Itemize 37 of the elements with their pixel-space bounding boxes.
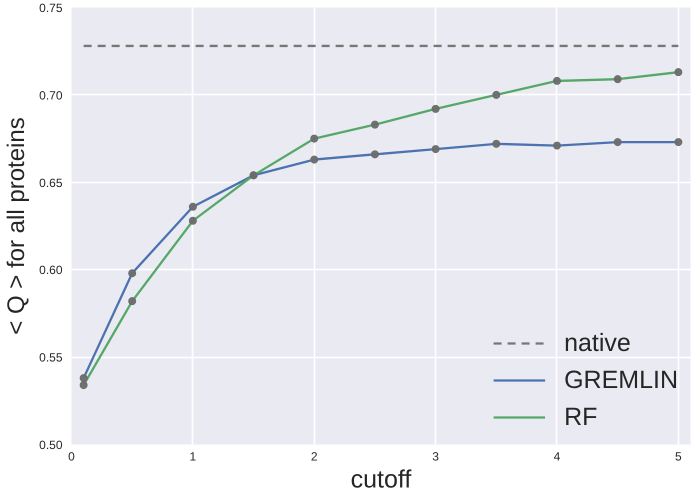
point (370, 120, 379, 129)
point (310, 156, 318, 164)
point (614, 75, 622, 84)
point (80, 374, 88, 382)
legend-label: native (564, 328, 631, 358)
point (552, 142, 561, 150)
x-tick-label: 1 (190, 450, 197, 464)
point (492, 90, 500, 99)
point (614, 138, 622, 146)
point (80, 381, 88, 390)
x-tick-label: 5 (675, 450, 682, 464)
y-tick-label: 0.70 (39, 88, 63, 102)
x-axis-title: cutoff (350, 466, 412, 494)
y-axis-title: < Q > for all proteins (3, 117, 30, 335)
legend-label: RF (564, 402, 598, 432)
point (492, 140, 500, 148)
point (188, 216, 197, 225)
x-tick-label: 3 (432, 450, 440, 464)
point (432, 104, 440, 113)
y-tick-label: 0.55 (39, 350, 63, 365)
y-tick-label: 0.65 (39, 176, 63, 190)
y-tick-label: 0.60 (39, 263, 63, 278)
point (432, 145, 440, 154)
point (674, 68, 682, 76)
point (128, 297, 136, 306)
point (310, 134, 318, 143)
point (674, 138, 682, 146)
point (552, 76, 561, 85)
x-tick-label: 0 (68, 450, 76, 464)
point (370, 150, 379, 158)
y-tick-label: 0.75 (39, 1, 63, 15)
x-tick-label: 4 (554, 450, 561, 464)
point (188, 202, 197, 211)
legend-label: GREMLIN (564, 365, 678, 395)
point (128, 269, 136, 278)
y-tick-label: 0.50 (39, 438, 63, 452)
x-tick-label: 2 (310, 450, 318, 464)
